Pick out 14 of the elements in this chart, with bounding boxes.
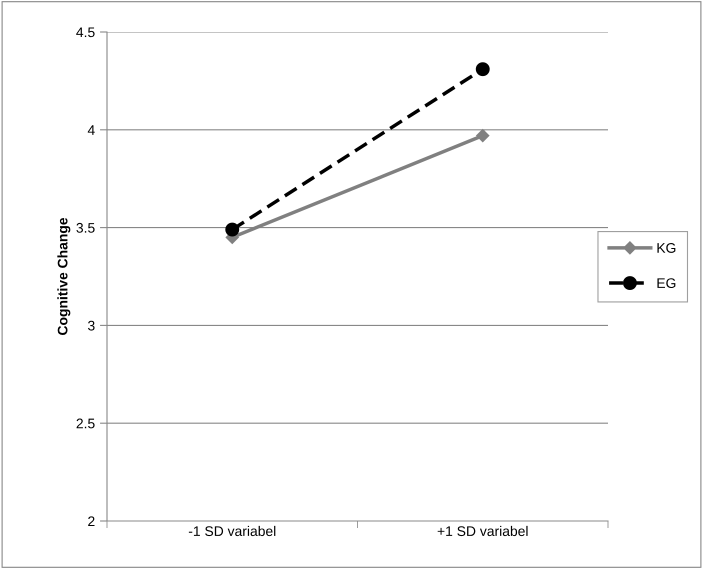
- y-tick-label: 2: [88, 516, 94, 526]
- point: [225, 222, 240, 236]
- y-tick-label: 4: [88, 125, 95, 135]
- y-tick-label: 2.5: [76, 418, 95, 428]
- y-axis-title: Cognitive Change: [57, 218, 70, 335]
- y-tick-label: 3.5: [76, 222, 95, 233]
- point: [476, 129, 490, 142]
- y-tick-label: 3: [88, 320, 95, 331]
- x-tick-label: +1 SD variabel: [438, 526, 528, 536]
- y-tick-label: 4.5: [76, 27, 95, 38]
- legend-label: EG: [657, 278, 676, 288]
- legend-label: KG: [657, 243, 676, 253]
- x-tick-label: -1 SD variabel: [188, 526, 276, 536]
- point: [476, 62, 490, 76]
